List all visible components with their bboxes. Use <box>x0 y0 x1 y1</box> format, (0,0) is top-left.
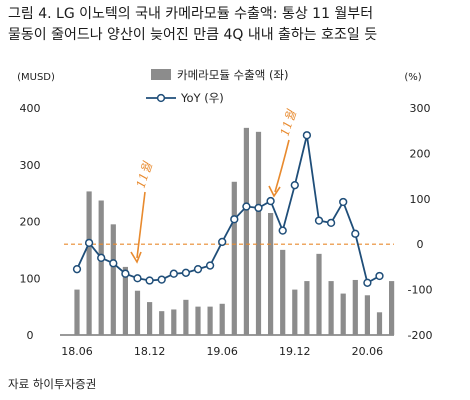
export-bar <box>292 289 298 335</box>
left-tick-label: 100 <box>20 272 41 285</box>
yoy-point <box>72 265 82 274</box>
right-tick-label: 200 <box>410 147 431 160</box>
yoy-point <box>326 218 336 228</box>
annotation-arrowhead-1 <box>130 251 142 264</box>
yoy-point <box>290 181 299 190</box>
yoy-point <box>121 269 130 278</box>
x-tick-label: 19.06 <box>206 345 238 358</box>
right-tick-label: 100 <box>410 193 431 206</box>
left-tick-label: 400 <box>20 102 41 115</box>
annotation-arrow-2 <box>274 139 290 193</box>
export-bar <box>376 312 383 335</box>
export-bar <box>219 303 225 335</box>
left-tick-label: 0 <box>27 329 34 342</box>
yoy-point <box>205 261 215 270</box>
yoy-point <box>242 202 251 211</box>
export-bar <box>195 306 201 335</box>
export-bar <box>98 200 104 335</box>
export-bar <box>171 309 177 335</box>
yoy-line <box>76 135 380 285</box>
axes-group: 0 100 200 300 400 (MUSD) -200 -100 0 100 200 300 (%)… <box>17 72 432 358</box>
export-bar <box>328 281 334 335</box>
export-bar <box>122 266 128 335</box>
left-tick-label: 200 <box>20 216 41 229</box>
export-bar <box>316 253 322 335</box>
annotation-group: 11월 11월 <box>130 108 299 264</box>
figure-title-line-1: 그림 4. LG 이노텍의 국내 카메라모듈 수출액: 통상 11 월부터 <box>8 6 374 22</box>
export-bar <box>340 293 346 335</box>
yoy-point <box>314 216 324 225</box>
legend-group: 카메라모듈 수출액 (좌) YoY (우) <box>146 68 289 105</box>
yoy-point <box>375 271 384 281</box>
export-bar <box>364 295 370 335</box>
left-tick-label: 300 <box>20 159 41 172</box>
export-bar <box>110 224 116 335</box>
yoy-point <box>109 259 118 268</box>
yoy-point <box>157 275 166 284</box>
export-bar <box>74 289 80 335</box>
export-bar <box>147 302 153 335</box>
export-bar <box>280 249 286 335</box>
right-tick-label: 0 <box>417 238 424 251</box>
annotation-label-2: 11월 <box>277 108 299 138</box>
legend-line-marker <box>156 93 166 103</box>
export-bar <box>255 131 262 335</box>
left-axis-unit: (MUSD) <box>17 72 55 83</box>
yoy-line-group <box>72 131 384 287</box>
yoy-point <box>133 274 142 283</box>
yoy-point <box>302 131 312 140</box>
export-bar <box>231 181 237 335</box>
x-tick-label: 18.06 <box>61 345 93 358</box>
yoy-point <box>351 229 360 238</box>
export-bar <box>159 311 165 335</box>
export-bar <box>268 212 274 335</box>
yoy-point <box>181 268 191 277</box>
export-bar <box>134 290 141 335</box>
legend-bar-label: 카메라모듈 수출액 (좌) <box>177 68 289 82</box>
export-bar <box>389 281 395 335</box>
yoy-point <box>278 226 287 235</box>
figure-title: 그림 4. LG 이노텍의 국내 카메라모듈 수출액: 통상 11 월부터 물동… <box>8 4 464 46</box>
legend-bar-swatch <box>151 69 171 80</box>
x-tick-label: 19.12 <box>279 345 311 358</box>
export-bar <box>304 281 310 335</box>
yoy-point <box>254 203 263 213</box>
right-tick-label: 300 <box>410 102 431 115</box>
legend-line-label: YoY (우) <box>180 91 224 105</box>
yoy-point <box>339 197 348 207</box>
annotation-arrowhead-2 <box>268 185 281 198</box>
export-bar <box>352 279 358 335</box>
yoy-point <box>145 276 154 285</box>
export-bar <box>207 306 213 335</box>
right-tick-label: -100 <box>408 284 433 297</box>
source-note: 자료 하이투자증권 <box>8 377 97 391</box>
yoy-point <box>230 215 239 224</box>
annotation-arrow-1 <box>136 191 146 259</box>
annotation-label-1: 11월 <box>133 160 155 190</box>
yoy-point <box>266 196 275 206</box>
export-bar <box>183 299 189 335</box>
export-bar <box>86 191 92 335</box>
yoy-point <box>169 269 178 278</box>
figure-title-line-2: 물동이 줄어드나 양산이 늦어진 만큼 4Q 내내 출하는 호조일 듯 <box>8 27 378 43</box>
bars-group <box>74 127 395 335</box>
right-tick-label: -200 <box>408 329 433 342</box>
yoy-point <box>218 237 227 247</box>
yoy-point <box>193 265 203 274</box>
yoy-point <box>97 253 106 262</box>
yoy-point <box>363 278 372 287</box>
export-bar <box>243 127 249 335</box>
x-tick-label: 20.06 <box>352 345 384 358</box>
x-tick-label: 18.12 <box>134 345 166 358</box>
yoy-point <box>84 238 94 247</box>
right-axis-unit: (%) <box>404 72 421 83</box>
